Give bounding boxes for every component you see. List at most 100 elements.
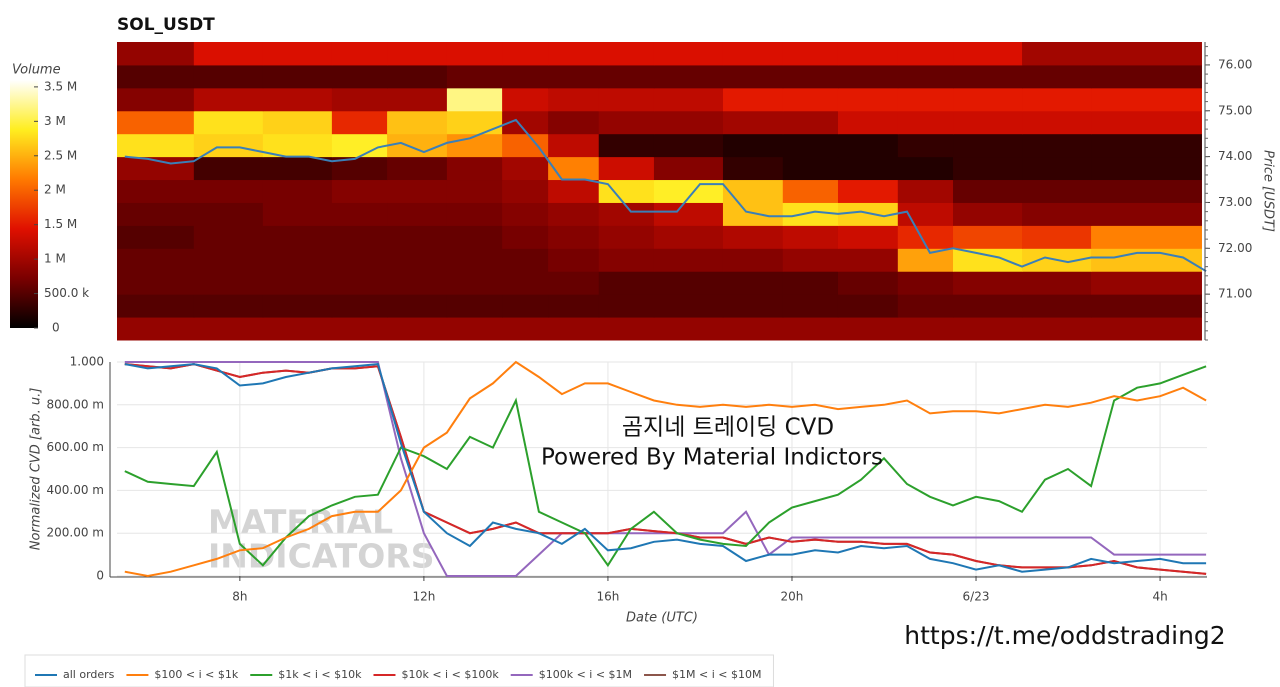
heat-cell xyxy=(548,202,600,226)
heat-cell xyxy=(722,317,784,341)
heat-cell xyxy=(837,87,899,112)
heat-cell xyxy=(1091,248,1202,272)
heat-cell xyxy=(502,317,549,341)
x-tick-label: 16h xyxy=(596,590,619,604)
heat-cell xyxy=(953,294,1023,318)
x-axis-label: Date (UTC) xyxy=(626,611,698,626)
heat-cell xyxy=(262,42,333,66)
heat-cell xyxy=(331,271,388,295)
heat-cell xyxy=(1091,133,1202,158)
heat-cell xyxy=(953,179,1023,203)
heat-cell xyxy=(598,294,655,318)
heat-cell xyxy=(598,271,655,295)
heat-cell xyxy=(548,110,600,135)
heat-cell xyxy=(1022,156,1092,181)
heat-cell xyxy=(446,87,503,112)
heat-cell xyxy=(548,317,600,341)
heat-cell xyxy=(837,179,899,203)
heat-cell xyxy=(387,271,448,295)
x-tick-label: 20h xyxy=(781,590,804,604)
heat-cell xyxy=(1091,87,1202,112)
heat-cell xyxy=(117,64,195,89)
heat-cell xyxy=(117,271,195,295)
heat-cell xyxy=(193,133,264,158)
heat-cell xyxy=(782,133,839,158)
heat-cell xyxy=(722,156,784,181)
heat-cell xyxy=(782,156,839,181)
heat-cell xyxy=(837,225,899,249)
heat-cell xyxy=(782,294,839,318)
colorbar-tick-label: 1.5 M xyxy=(44,217,77,231)
heat-cell xyxy=(502,202,549,226)
heat-cell xyxy=(837,110,899,135)
heat-cell xyxy=(331,87,388,112)
heat-cell xyxy=(837,42,899,66)
heat-cell xyxy=(953,133,1023,158)
heat-cell xyxy=(446,179,503,203)
legend-label: $1M < i < $10M xyxy=(672,668,761,681)
heat-cell xyxy=(1022,110,1092,135)
heat-cell xyxy=(446,42,503,66)
heat-cell xyxy=(387,179,448,203)
heat-cell xyxy=(1091,271,1202,295)
heat-cell xyxy=(331,133,388,158)
heat-cell xyxy=(502,110,549,135)
colorbar-tick-label: 2.5 M xyxy=(44,148,77,162)
heat-cell xyxy=(722,179,784,203)
heat-cell xyxy=(837,317,899,341)
heat-cell xyxy=(262,110,333,135)
heat-cell xyxy=(446,248,503,272)
heat-cell xyxy=(1091,179,1202,203)
y-axis-label: Normalized CVD [arb. u.] xyxy=(29,388,44,551)
heat-cell xyxy=(502,179,549,203)
link: https://t.me/oddstrading2 xyxy=(904,621,1225,650)
y-tick-label: 400.00 m xyxy=(47,483,105,497)
heat-cell xyxy=(598,202,655,226)
heat-cell xyxy=(897,317,954,341)
heat-cell xyxy=(598,317,655,341)
heat-cell xyxy=(1091,42,1202,66)
heat-cell xyxy=(446,110,503,135)
heat-cell xyxy=(117,317,195,341)
heat-cell xyxy=(262,294,333,318)
heat-cell xyxy=(897,202,954,226)
heat-cell xyxy=(502,42,549,66)
heat-cell xyxy=(548,156,600,181)
heat-cell xyxy=(782,271,839,295)
y-tick-label: 73.00 xyxy=(1218,195,1252,209)
colorbar-tick-label: 0 xyxy=(52,321,60,335)
heat-cell xyxy=(953,64,1023,89)
y-tick-label: 72.00 xyxy=(1218,241,1252,255)
heat-cell xyxy=(548,42,600,66)
heat-cell xyxy=(598,87,655,112)
heat-cell xyxy=(193,317,264,341)
heat-cell xyxy=(837,202,899,226)
x-tick-label: 6/23 xyxy=(963,590,990,604)
heat-cell xyxy=(387,202,448,226)
price-line xyxy=(124,118,1207,273)
heat-cell xyxy=(262,317,333,341)
heat-cell xyxy=(653,317,724,341)
heat-cell xyxy=(782,42,839,66)
heat-cell xyxy=(193,248,264,272)
heat-cell xyxy=(837,133,899,158)
heat-cell xyxy=(193,225,264,249)
y-axis-label: Price [USDT] xyxy=(1261,150,1276,232)
heat-cell xyxy=(331,225,388,249)
annotation: Powered By Material Indictors xyxy=(541,445,883,471)
heat-cell xyxy=(387,110,448,135)
heat-cell xyxy=(331,64,388,89)
heat-cell xyxy=(502,87,549,112)
annotation: 곰지네 트레이딩 CVD xyxy=(622,415,834,441)
heat-cell xyxy=(782,64,839,89)
legend-box xyxy=(24,654,774,687)
heat-cell xyxy=(1091,110,1202,135)
heat-cell xyxy=(548,294,600,318)
heat-cell xyxy=(837,156,899,181)
heat-cell xyxy=(897,42,954,66)
heat-cell xyxy=(598,179,655,203)
heat-cell xyxy=(897,294,954,318)
heat-cell xyxy=(598,110,655,135)
heat-cell xyxy=(446,271,503,295)
